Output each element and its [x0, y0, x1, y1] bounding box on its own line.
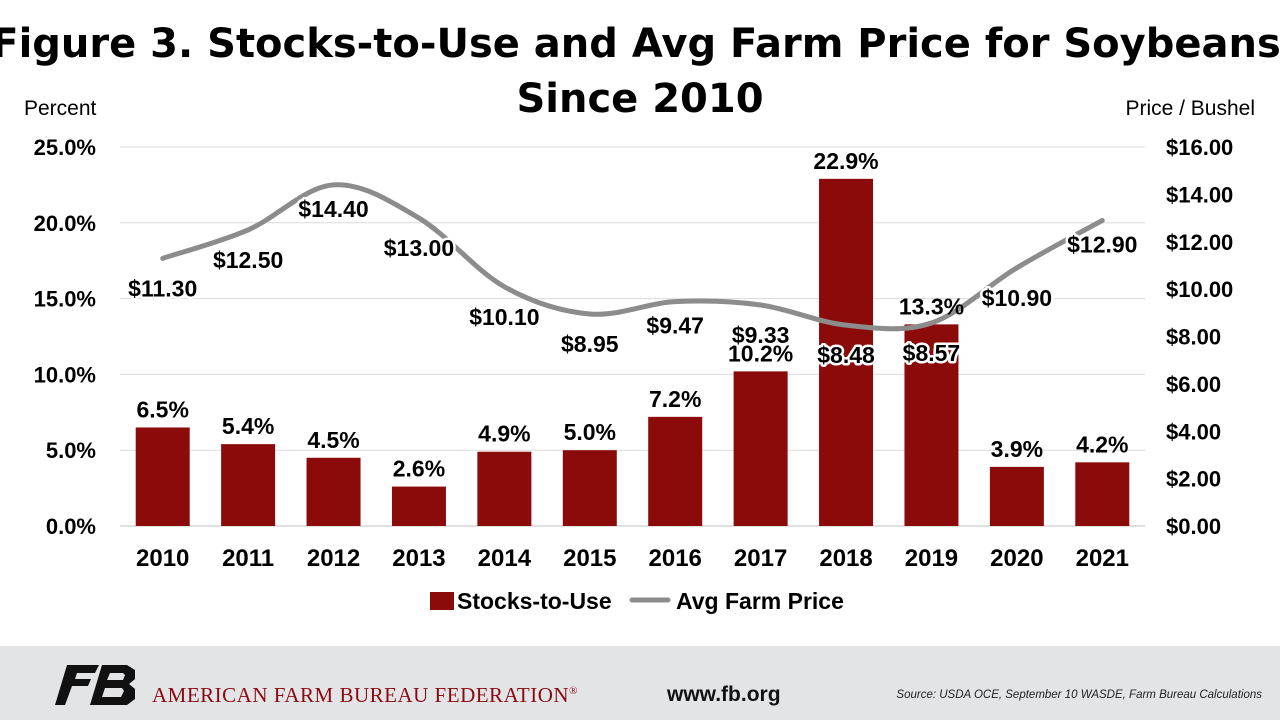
- price-data-label: $10.90: [982, 285, 1052, 311]
- bar-data-label: 4.9%: [478, 421, 530, 447]
- x-tick-label: 2020: [990, 545, 1043, 572]
- price-line: [160, 182, 1105, 332]
- right-axis-ticks: $0.00 $2.00 $4.00 $6.00 $8.00 $10.00 $12.00 $14…: [1166, 135, 1233, 539]
- price-data-label: $9.33: [732, 322, 790, 348]
- fb-logo-icon: [55, 665, 135, 705]
- bar-data-label: 4.5%: [307, 427, 359, 453]
- x-tick-label: 2017: [734, 545, 787, 572]
- bar-data-label: 13.3%: [899, 293, 964, 319]
- source-note: Source: USDA OCE, September 10 WASDE, Fa…: [896, 689, 1262, 701]
- price-data-label: $12.50: [213, 247, 283, 273]
- price-data-label: $9.47: [646, 313, 704, 339]
- x-tick-label: 2011: [222, 545, 274, 572]
- bar-data-label: 3.9%: [991, 436, 1043, 462]
- right-tick-label: $2.00: [1166, 467, 1221, 492]
- left-tick-label: 15.0%: [34, 287, 96, 312]
- bar-data-label: 22.9%: [813, 148, 878, 174]
- right-tick-label: $0.00: [1166, 514, 1221, 539]
- stocks-bar: [819, 178, 874, 526]
- chart-title-line-1: Figure 3. Stocks-to-Use and Avg Farm Pri…: [0, 21, 1280, 67]
- right-tick-label: $8.00: [1166, 325, 1221, 350]
- bars: [135, 178, 1130, 526]
- left-tick-label: 0.0%: [46, 514, 96, 539]
- stocks-bar: [1075, 462, 1130, 526]
- price-data-label: $10.10: [469, 304, 539, 330]
- price-data-label: $8.57: [903, 340, 961, 366]
- x-tick-label: 2016: [649, 545, 702, 572]
- price-data-labels: $11.30 $12.50 $14.40 $13.00 $10.10 $8.95 $9.47…: [126, 193, 1140, 370]
- right-tick-label: $16.00: [1166, 135, 1233, 160]
- stocks-bar: [306, 457, 361, 526]
- x-tick-label: 2019: [905, 545, 958, 572]
- chart: Figure 3. Stocks-to-Use and Avg Farm Pri…: [0, 21, 1280, 614]
- left-tick-label: 25.0%: [34, 135, 96, 160]
- x-tick-label: 2012: [307, 545, 360, 572]
- price-line-path: [160, 182, 1105, 332]
- stocks-bar: [733, 371, 788, 526]
- price-data-label: $11.30: [128, 275, 197, 301]
- website-link[interactable]: www.fb.org: [667, 683, 781, 706]
- organization-name: AMERICAN FARM BUREAU FEDERATION®: [152, 683, 578, 707]
- bar-data-label: 10.2%: [728, 340, 793, 366]
- price-data-label: $12.90: [1067, 231, 1137, 257]
- left-tick-label: 20.0%: [34, 211, 96, 236]
- bar-data-label: 5.4%: [222, 413, 274, 439]
- x-tick-label: 2014: [478, 545, 532, 572]
- legend-label-stocks: Stocks-to-Use: [457, 588, 612, 614]
- legend-swatch-stocks: [430, 592, 454, 610]
- price-data-label: $13.00: [384, 235, 454, 261]
- footer-band: AMERICAN FARM BUREAU FEDERATION® www.fb.…: [0, 646, 1280, 720]
- x-tick-label: 2013: [392, 545, 445, 572]
- price-data-label: $8.48: [817, 342, 875, 368]
- chart-title-line-2: Since 2010: [516, 76, 763, 122]
- right-tick-label: $14.00: [1166, 182, 1233, 207]
- left-tick-label: 5.0%: [46, 438, 96, 463]
- right-tick-label: $12.00: [1166, 230, 1233, 255]
- stocks-bar: [904, 324, 959, 526]
- gridlines: [120, 146, 1145, 527]
- x-tick-label: 2010: [136, 545, 189, 572]
- stocks-bar: [135, 427, 190, 526]
- right-axis-title: Price / Bushel: [1125, 97, 1255, 120]
- right-tick-label: $4.00: [1166, 419, 1221, 444]
- left-tick-label: 10.0%: [34, 362, 96, 387]
- legend-label-price: Avg Farm Price: [676, 588, 844, 614]
- stocks-bar: [391, 486, 446, 526]
- stocks-bar: [221, 444, 276, 526]
- right-tick-label: $6.00: [1166, 372, 1221, 397]
- bar-data-label: 5.0%: [564, 419, 616, 445]
- price-data-label: $14.40: [298, 196, 368, 222]
- x-tick-label: 2021: [1076, 545, 1129, 572]
- bar-data-label: 7.2%: [649, 386, 701, 412]
- stocks-bar: [562, 450, 617, 526]
- legend: Stocks-to-Use Avg Farm Price: [430, 588, 844, 614]
- left-axis-title: Percent: [24, 97, 97, 120]
- price-data-label: $8.95: [561, 331, 619, 357]
- bar-data-labels: 6.5% 5.4% 4.5% 2.6% 4.9% 5.0% 7.2% 10.2% 22.9% 13…: [136, 148, 1128, 482]
- bar-data-label: 2.6%: [393, 456, 445, 482]
- x-tick-label: 2018: [819, 545, 872, 572]
- left-axis-ticks: 0.0% 5.0% 10.0% 15.0% 20.0% 25.0%: [34, 135, 96, 539]
- stocks-bar: [648, 416, 703, 526]
- right-tick-label: $10.00: [1166, 277, 1233, 302]
- bar-data-label: 4.2%: [1076, 431, 1128, 457]
- bar-data-label: 6.5%: [136, 396, 188, 422]
- stocks-bar: [989, 466, 1044, 526]
- x-axis-ticks: 2010 2011 2012 2013 2014 2015 2016 2017 2018 2019…: [136, 545, 1129, 572]
- stocks-bar: [477, 451, 532, 526]
- x-tick-label: 2015: [563, 545, 616, 572]
